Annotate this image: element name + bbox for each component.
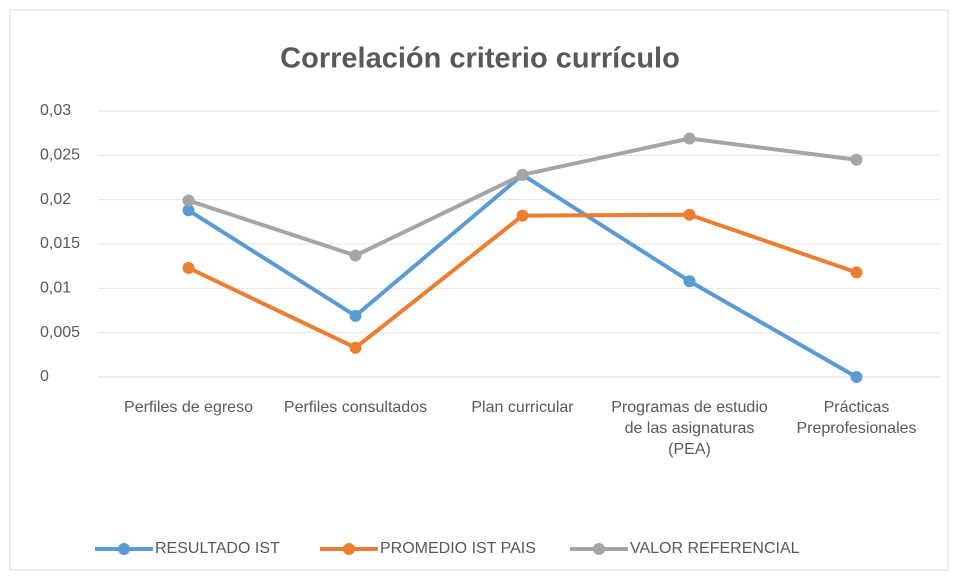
point-marker <box>850 153 863 166</box>
x-tick-label: Perfiles consultados <box>283 399 428 416</box>
legend-marker <box>593 543 605 555</box>
point-marker <box>850 266 863 279</box>
legend-label: RESULTADO IST <box>155 540 280 557</box>
y-tick-label: 0,025 <box>40 147 80 164</box>
x-tick-label: Prácticas Preprofesionales <box>796 399 917 437</box>
x-tick-label: Programas de estudio de las asignaturas … <box>611 399 768 458</box>
point-marker <box>182 261 195 274</box>
point-marker <box>182 204 195 217</box>
legend-marker <box>343 543 355 555</box>
point-marker <box>349 309 362 322</box>
point-marker <box>182 194 195 207</box>
point-marker <box>683 275 696 288</box>
chart-title: Correlación criterio currículo <box>280 43 680 75</box>
legend-label: PROMEDIO IST PAIS <box>380 540 536 557</box>
y-tick-label: 0,015 <box>40 235 80 252</box>
point-marker <box>516 209 529 222</box>
point-marker <box>683 208 696 221</box>
x-tick-label: Plan curricular <box>471 399 574 416</box>
point-marker <box>349 341 362 354</box>
chart-border <box>9 9 949 571</box>
point-marker <box>683 132 696 145</box>
y-tick-label: 0 <box>40 368 49 385</box>
legend-label: VALOR REFERENCIAL <box>630 540 800 557</box>
x-tick-label: Perfiles de egreso <box>124 399 253 416</box>
point-marker <box>850 371 863 383</box>
point-marker <box>349 249 362 262</box>
y-tick-label: 0,005 <box>40 324 80 341</box>
point-marker <box>516 168 529 181</box>
y-tick-label: 0,01 <box>40 280 71 297</box>
y-tick-label: 0,03 <box>40 102 71 119</box>
legend-marker <box>118 543 130 555</box>
y-tick-label: 0,02 <box>40 191 71 208</box>
